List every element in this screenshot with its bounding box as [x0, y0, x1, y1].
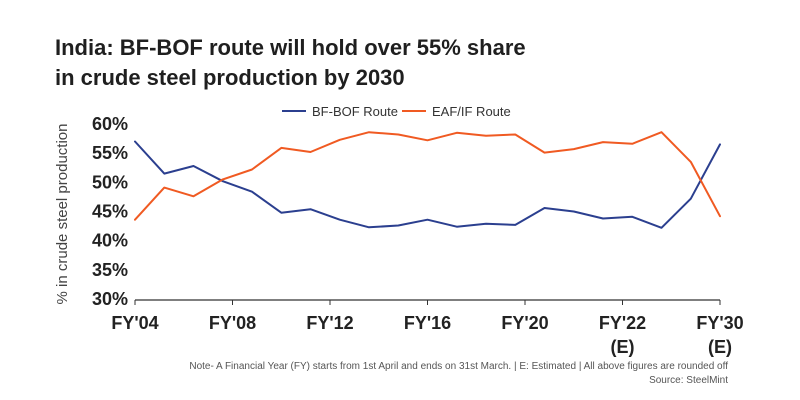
x-tick-label: (E): [611, 337, 635, 357]
y-axis-title-group: % in crude steel production: [54, 124, 71, 305]
source-text: Source: SteelMint: [649, 375, 728, 386]
x-tick-label: FY'12: [306, 313, 353, 333]
x-tick-label: FY'16: [404, 313, 451, 333]
series-line-bf-bof: [134, 140, 721, 229]
y-axis: 30% 35% 40% 45% 50% 55% 60%: [92, 114, 128, 309]
y-tick-label: 55%: [92, 143, 128, 163]
y-tick-label: 60%: [92, 114, 128, 134]
x-tick-label: FY'20: [501, 313, 548, 333]
chart-footnote: Note- A Financial Year (FY) starts from …: [0, 360, 728, 388]
y-tick-label: 30%: [92, 289, 128, 309]
chart-title-line-1: India: BF-BOF route will hold over 55% s…: [55, 35, 526, 60]
y-axis-title: % in crude steel production: [54, 124, 71, 305]
x-tick-label: FY'30: [696, 313, 743, 333]
y-tick-label: 45%: [92, 202, 128, 222]
y-tick-label: 50%: [92, 172, 128, 192]
plot-area: [134, 131, 721, 229]
chart-title: India: BF-BOF route will hold over 55% s…: [55, 33, 755, 93]
legend-label: BF-BOF Route: [312, 104, 398, 119]
y-tick-label: 35%: [92, 260, 128, 280]
series-line-eaf-if: [134, 131, 721, 221]
x-axis: FY'04 FY'08 FY'12 FY'16 FY'20 FY'22 (E) FY'30 (E…: [111, 299, 744, 357]
chart-legend: BF-BOF Route EAF/IF Route: [282, 104, 511, 119]
footnote-text: Note- A Financial Year (FY) starts from …: [189, 361, 728, 372]
x-tick-label: FY'22: [599, 313, 646, 333]
x-tick-label: FY'08: [209, 313, 256, 333]
y-tick-label: 40%: [92, 231, 128, 251]
x-tick-label: FY'04: [111, 313, 158, 333]
legend-label: EAF/IF Route: [432, 104, 511, 119]
chart-title-line-2: in crude steel production by 2030: [55, 65, 405, 90]
x-tick-label: (E): [708, 337, 732, 357]
